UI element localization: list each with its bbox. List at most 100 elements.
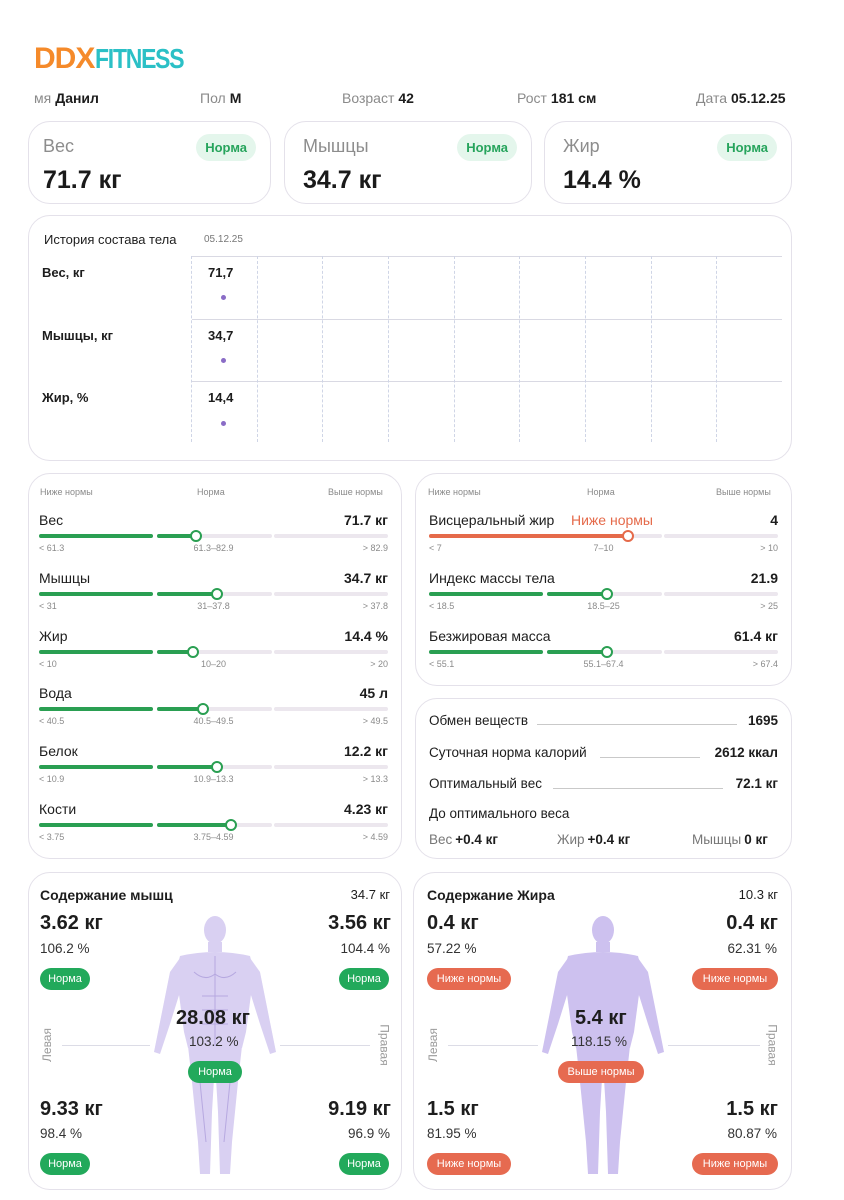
axis-line [280, 1045, 370, 1046]
range-track [273, 707, 388, 712]
range-value: 4.23 кг [344, 801, 388, 817]
range-value: 61.4 кг [734, 627, 778, 644]
range-value: 14.4 % [344, 627, 388, 644]
range-low: < 7 [429, 543, 442, 553]
info-sex: Пол М [200, 90, 241, 106]
date-label: Дата [696, 90, 728, 106]
status-badge: Норма [188, 1061, 242, 1083]
status-badge: Норма [196, 134, 256, 161]
range-high: > 4.59 [362, 832, 388, 842]
range-marker [224, 819, 237, 831]
history-card [28, 215, 792, 461]
fat-segment-total: 10.3 кг [738, 887, 778, 902]
range-header-below: Ниже нормы [428, 487, 481, 497]
muscle-left-arm-kg: 3.62 кг [40, 912, 103, 934]
range-mid: 7–10 [593, 543, 614, 553]
left-side-label: Левая [425, 1028, 440, 1062]
range-name: Вес [39, 512, 64, 528]
stat-card-fat: Жир Норма 14.4 % [544, 121, 792, 204]
history-divider [192, 381, 782, 382]
range-track [157, 534, 272, 538]
muscle-trunk-kg: 28.08 кг [176, 1007, 250, 1029]
left-side-label: Левая [39, 1028, 54, 1062]
history-grid-line [651, 256, 652, 442]
range-mid: 18.5–25 [587, 600, 620, 611]
fat-trunk-kg: 5.4 кг [575, 1007, 627, 1029]
range-status: Ниже нормы [571, 512, 653, 528]
history-grid-line [257, 256, 258, 442]
range-mid: 40.5–49.5 [193, 716, 234, 727]
range-low: < 10 [39, 658, 57, 669]
status-badge: Ниже нормы [427, 1153, 511, 1175]
range-mid: 55.1–67.4 [583, 658, 624, 669]
history-title: История состава тела [44, 232, 177, 247]
range-mid: 31–37.8 [197, 600, 230, 611]
range-fill [39, 534, 154, 538]
age-label: Возраст [342, 90, 395, 106]
range-marker [210, 587, 223, 600]
history-point [221, 358, 226, 363]
metabolism-value: 1695 [747, 713, 778, 728]
range-value: 21.9 [750, 569, 778, 586]
range-fill [39, 649, 154, 654]
to-optimal-fat: Жир +0.4 кг [557, 832, 631, 847]
leader-line [537, 724, 737, 725]
range-low: < 55.1 [429, 658, 455, 669]
history-grid-line [585, 256, 586, 442]
daily-calories-value: 2612 ккал [714, 745, 778, 760]
info-date: Дата 05.12.25 [696, 90, 786, 106]
range-marker [600, 645, 613, 658]
range-track [273, 534, 388, 538]
range-high: > 25 [760, 600, 778, 611]
to-optimal-label: До оптимального веса [429, 806, 570, 821]
range-track [663, 649, 778, 654]
range-high: > 49.5 [362, 716, 388, 727]
muscle-segment-title: Содержание мышц [40, 887, 173, 903]
name-label: мя [34, 90, 52, 106]
range-fill [39, 823, 154, 827]
range-name: Вода [39, 685, 72, 702]
range-fill [429, 534, 628, 538]
history-row-value: 34,7 [208, 328, 234, 343]
stat-value: 14.4 % [563, 166, 641, 194]
history-date: 05.12.25 [204, 234, 243, 245]
range-track [273, 765, 388, 770]
logo-ddx: DDX [34, 42, 95, 75]
range-name: Безжировая масса [429, 627, 551, 644]
history-grid-line [322, 256, 323, 442]
status-badge: Выше нормы [558, 1061, 644, 1083]
height-label: Рост [517, 90, 547, 106]
range-marker [600, 587, 613, 600]
range-track [663, 591, 778, 596]
range-low: < 61.3 [39, 543, 65, 553]
history-row-value: 14,4 [208, 390, 234, 405]
history-grid-line [191, 256, 192, 442]
status-badge: Норма [717, 134, 777, 161]
status-badge: Норма [339, 1153, 389, 1175]
stat-value: 34.7 кг [303, 166, 382, 194]
range-fill [547, 591, 607, 596]
to-optimal-weight: Вес +0.4 кг [429, 832, 499, 847]
status-badge: Ниже нормы [692, 968, 778, 990]
history-divider [192, 319, 782, 320]
status-badge: Норма [40, 1153, 90, 1175]
stat-label: Жир [563, 136, 600, 156]
range-marker [210, 761, 223, 774]
fat-segment-title: Содержание Жира [427, 887, 555, 903]
range-name: Мышцы [39, 569, 91, 586]
stat-label: Вес [43, 136, 75, 156]
range-fill [39, 765, 154, 770]
fat-left-arm-pct: 57.22 % [427, 941, 477, 956]
right-side-label: Правая [765, 1024, 780, 1066]
optimal-weight-label: Оптимальный вес [429, 776, 542, 791]
range-value: 71.7 кг [344, 512, 388, 528]
leader-line [553, 788, 723, 789]
range-name: Висцеральный жир [429, 512, 555, 528]
range-track [157, 649, 272, 654]
range-high: > 10 [760, 543, 778, 553]
history-divider [192, 256, 782, 257]
range-high: > 20 [370, 658, 388, 669]
range-fill [157, 823, 231, 827]
range-track [273, 591, 388, 596]
range-marker [197, 703, 210, 716]
